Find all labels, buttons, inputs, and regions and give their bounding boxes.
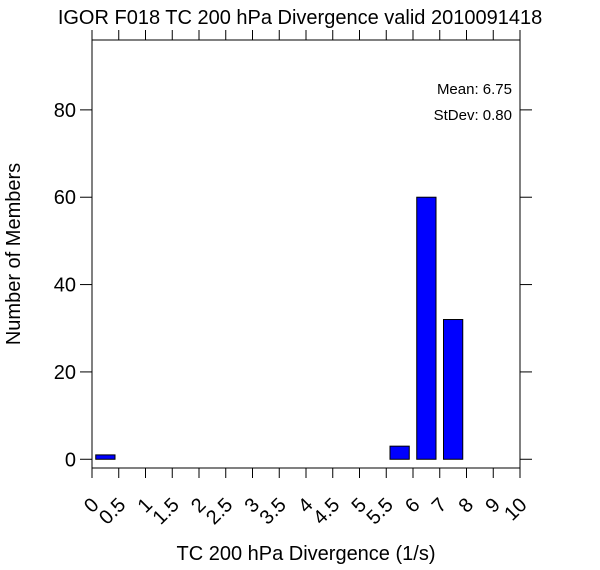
x-axis-ticks: 00.5 11.5 22.5 33.5 44.5 55.5 6 7 8 910 <box>80 30 532 529</box>
x-tick-label: 9 <box>481 494 504 517</box>
x-tick-label: 8 <box>455 494 478 517</box>
y-tick-label: 0 <box>65 449 76 471</box>
bar-7-8 <box>442 319 464 460</box>
y-tick-label: 80 <box>54 100 76 122</box>
x-axis-title: TC 200 hPa Divergence (1/s) <box>176 543 435 565</box>
x-tick-label: 1.5 <box>149 494 184 529</box>
y-tick-label: 40 <box>54 275 76 297</box>
stdev-label: StDev: 0.80 <box>434 107 512 124</box>
x-tick-label: 5.5 <box>363 494 398 529</box>
bars-group <box>95 196 464 460</box>
bar-6-7 <box>416 196 437 460</box>
x-tick-label: 6 <box>401 494 424 517</box>
x-tick-label: 4.5 <box>309 494 344 529</box>
bar-5.5-6 <box>389 445 410 460</box>
x-tick-label: 2.5 <box>202 494 237 529</box>
y-tick-label: 60 <box>54 187 76 209</box>
plot-frame <box>91 39 521 469</box>
y-axis-title: Number of Members <box>3 163 25 345</box>
y-tick-label: 20 <box>54 362 76 384</box>
chart-title: IGOR F018 TC 200 hPa Divergence valid 20… <box>58 7 542 29</box>
x-tick-label: 10 <box>500 494 531 525</box>
x-tick-label: 3.5 <box>256 494 291 529</box>
bar-0-0.5 <box>95 454 116 460</box>
y-axis-ticks: 0 20 40 60 80 <box>54 100 532 471</box>
mean-label: Mean: 6.75 <box>437 81 512 98</box>
x-tick-label: 0.5 <box>95 494 130 529</box>
x-tick-label: 7 <box>428 494 451 517</box>
